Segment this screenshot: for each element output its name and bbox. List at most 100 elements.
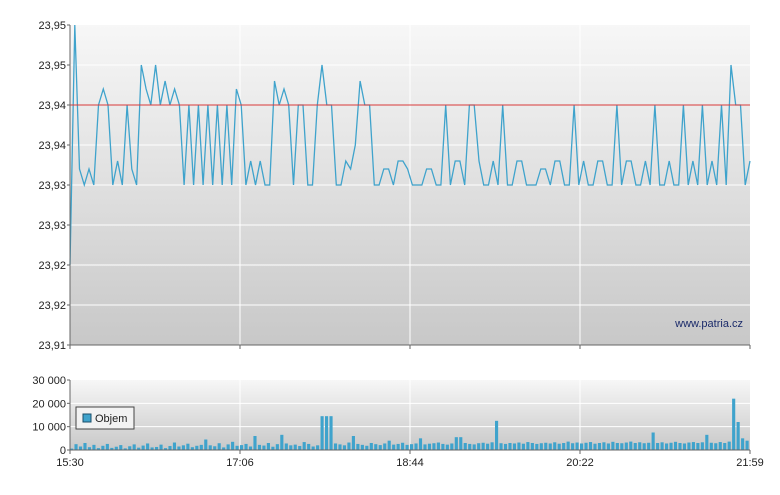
- volume-bar: [155, 446, 159, 450]
- volume-bar: [333, 443, 338, 450]
- price-series-line: [69, 24, 751, 266]
- volume-bar: [687, 442, 691, 450]
- volume-bar: [723, 443, 727, 450]
- volume-bar: [351, 436, 355, 450]
- volume-bar: [566, 441, 570, 450]
- volume-bar: [150, 447, 154, 450]
- x-tick-label: 15:30: [56, 457, 84, 469]
- volume-bar: [181, 445, 185, 450]
- legend-swatch: [82, 413, 92, 423]
- volume-bar: [289, 445, 293, 450]
- volume-bar: [727, 441, 731, 450]
- volume-bar: [316, 445, 320, 450]
- volume-bar: [114, 446, 118, 450]
- volume-bar: [271, 446, 275, 450]
- x-tick-label: 18:44: [396, 457, 424, 469]
- volume-bar: [611, 441, 615, 450]
- volume-y-tick-label: 20 000: [32, 398, 66, 410]
- volume-bar: [660, 442, 664, 450]
- volume-bar: [665, 443, 669, 450]
- volume-bar: [557, 443, 561, 450]
- volume-bar: [517, 442, 521, 450]
- price-y-tick-label: 23,95: [38, 20, 66, 32]
- volume-bar: [477, 443, 481, 450]
- volume-bar: [177, 446, 181, 450]
- volume-bar: [450, 443, 454, 450]
- volume-bar: [105, 443, 109, 450]
- volume-bar: [78, 446, 83, 450]
- volume-bar: [562, 443, 566, 450]
- volume-bar: [432, 443, 436, 450]
- watermark-text[interactable]: www.patria.cz: [674, 318, 743, 330]
- volume-bar: [414, 443, 418, 450]
- volume-legend: Objem: [75, 406, 135, 430]
- volume-bar: [535, 443, 539, 450]
- volume-bar: [74, 444, 78, 450]
- volume-bar: [633, 443, 637, 450]
- volume-bar: [553, 442, 557, 450]
- x-tick-label: 20:22: [566, 457, 594, 469]
- volume-bar: [293, 444, 297, 450]
- volume-bar: [548, 443, 552, 450]
- volume-bar: [571, 443, 575, 450]
- volume-bar: [101, 445, 105, 450]
- volume-bar: [163, 448, 168, 450]
- volume-bar: [392, 444, 396, 450]
- volume-bar: [298, 446, 302, 450]
- volume-bar: [383, 443, 387, 450]
- volume-bar: [311, 446, 315, 450]
- volume-bar: [231, 441, 235, 450]
- volume-bar: [593, 443, 597, 450]
- volume-bar: [141, 445, 145, 450]
- volume-bar: [360, 444, 364, 450]
- volume-bar: [454, 437, 458, 450]
- volume-bar: [629, 441, 633, 450]
- volume-bar: [356, 443, 360, 450]
- volume-bar: [110, 447, 114, 450]
- volume-bar: [253, 436, 257, 450]
- volume-bar: [132, 444, 136, 450]
- volume-bar: [410, 444, 414, 450]
- volume-bar: [678, 443, 682, 450]
- volume-bar: [526, 442, 530, 450]
- volume-bar: [387, 440, 391, 450]
- volume-bar: [83, 443, 87, 450]
- price-y-tick-label: 23,94: [38, 140, 66, 152]
- volume-bar: [280, 434, 284, 450]
- volume-bar: [463, 443, 467, 450]
- volume-bar: [248, 446, 253, 450]
- price-y-tick-label: 23,91: [38, 340, 66, 352]
- volume-bar: [275, 444, 279, 450]
- volume-bar: [651, 432, 655, 450]
- volume-bar: [705, 434, 709, 450]
- volume-bar: [468, 443, 472, 450]
- volume-bar: [530, 443, 534, 450]
- volume-bar: [481, 442, 485, 450]
- volume-bar: [696, 443, 700, 450]
- volume-bar: [302, 442, 306, 450]
- volume-bar: [96, 448, 100, 450]
- volume-bar: [213, 446, 217, 450]
- price-y-tick-label: 23,93: [38, 220, 66, 232]
- volume-bar: [709, 442, 713, 450]
- volume-bar: [673, 441, 678, 450]
- volume-bar: [338, 444, 342, 450]
- volume-bar: [266, 443, 270, 450]
- volume-bar: [682, 443, 687, 450]
- volume-bar: [732, 398, 736, 450]
- volume-bar: [204, 439, 208, 450]
- price-y-tick-label: 23,92: [38, 260, 66, 272]
- volume-bar: [342, 445, 347, 450]
- volume-bar: [128, 446, 132, 450]
- volume-bar: [580, 443, 584, 450]
- volume-bar: [736, 422, 740, 450]
- volume-bar: [436, 442, 440, 450]
- volume-bar: [495, 420, 499, 450]
- volume-bar: [718, 442, 722, 450]
- legend-label: Objem: [95, 413, 127, 425]
- volume-bar: [459, 437, 463, 450]
- volume-bar: [691, 442, 695, 450]
- volume-bar: [186, 443, 190, 450]
